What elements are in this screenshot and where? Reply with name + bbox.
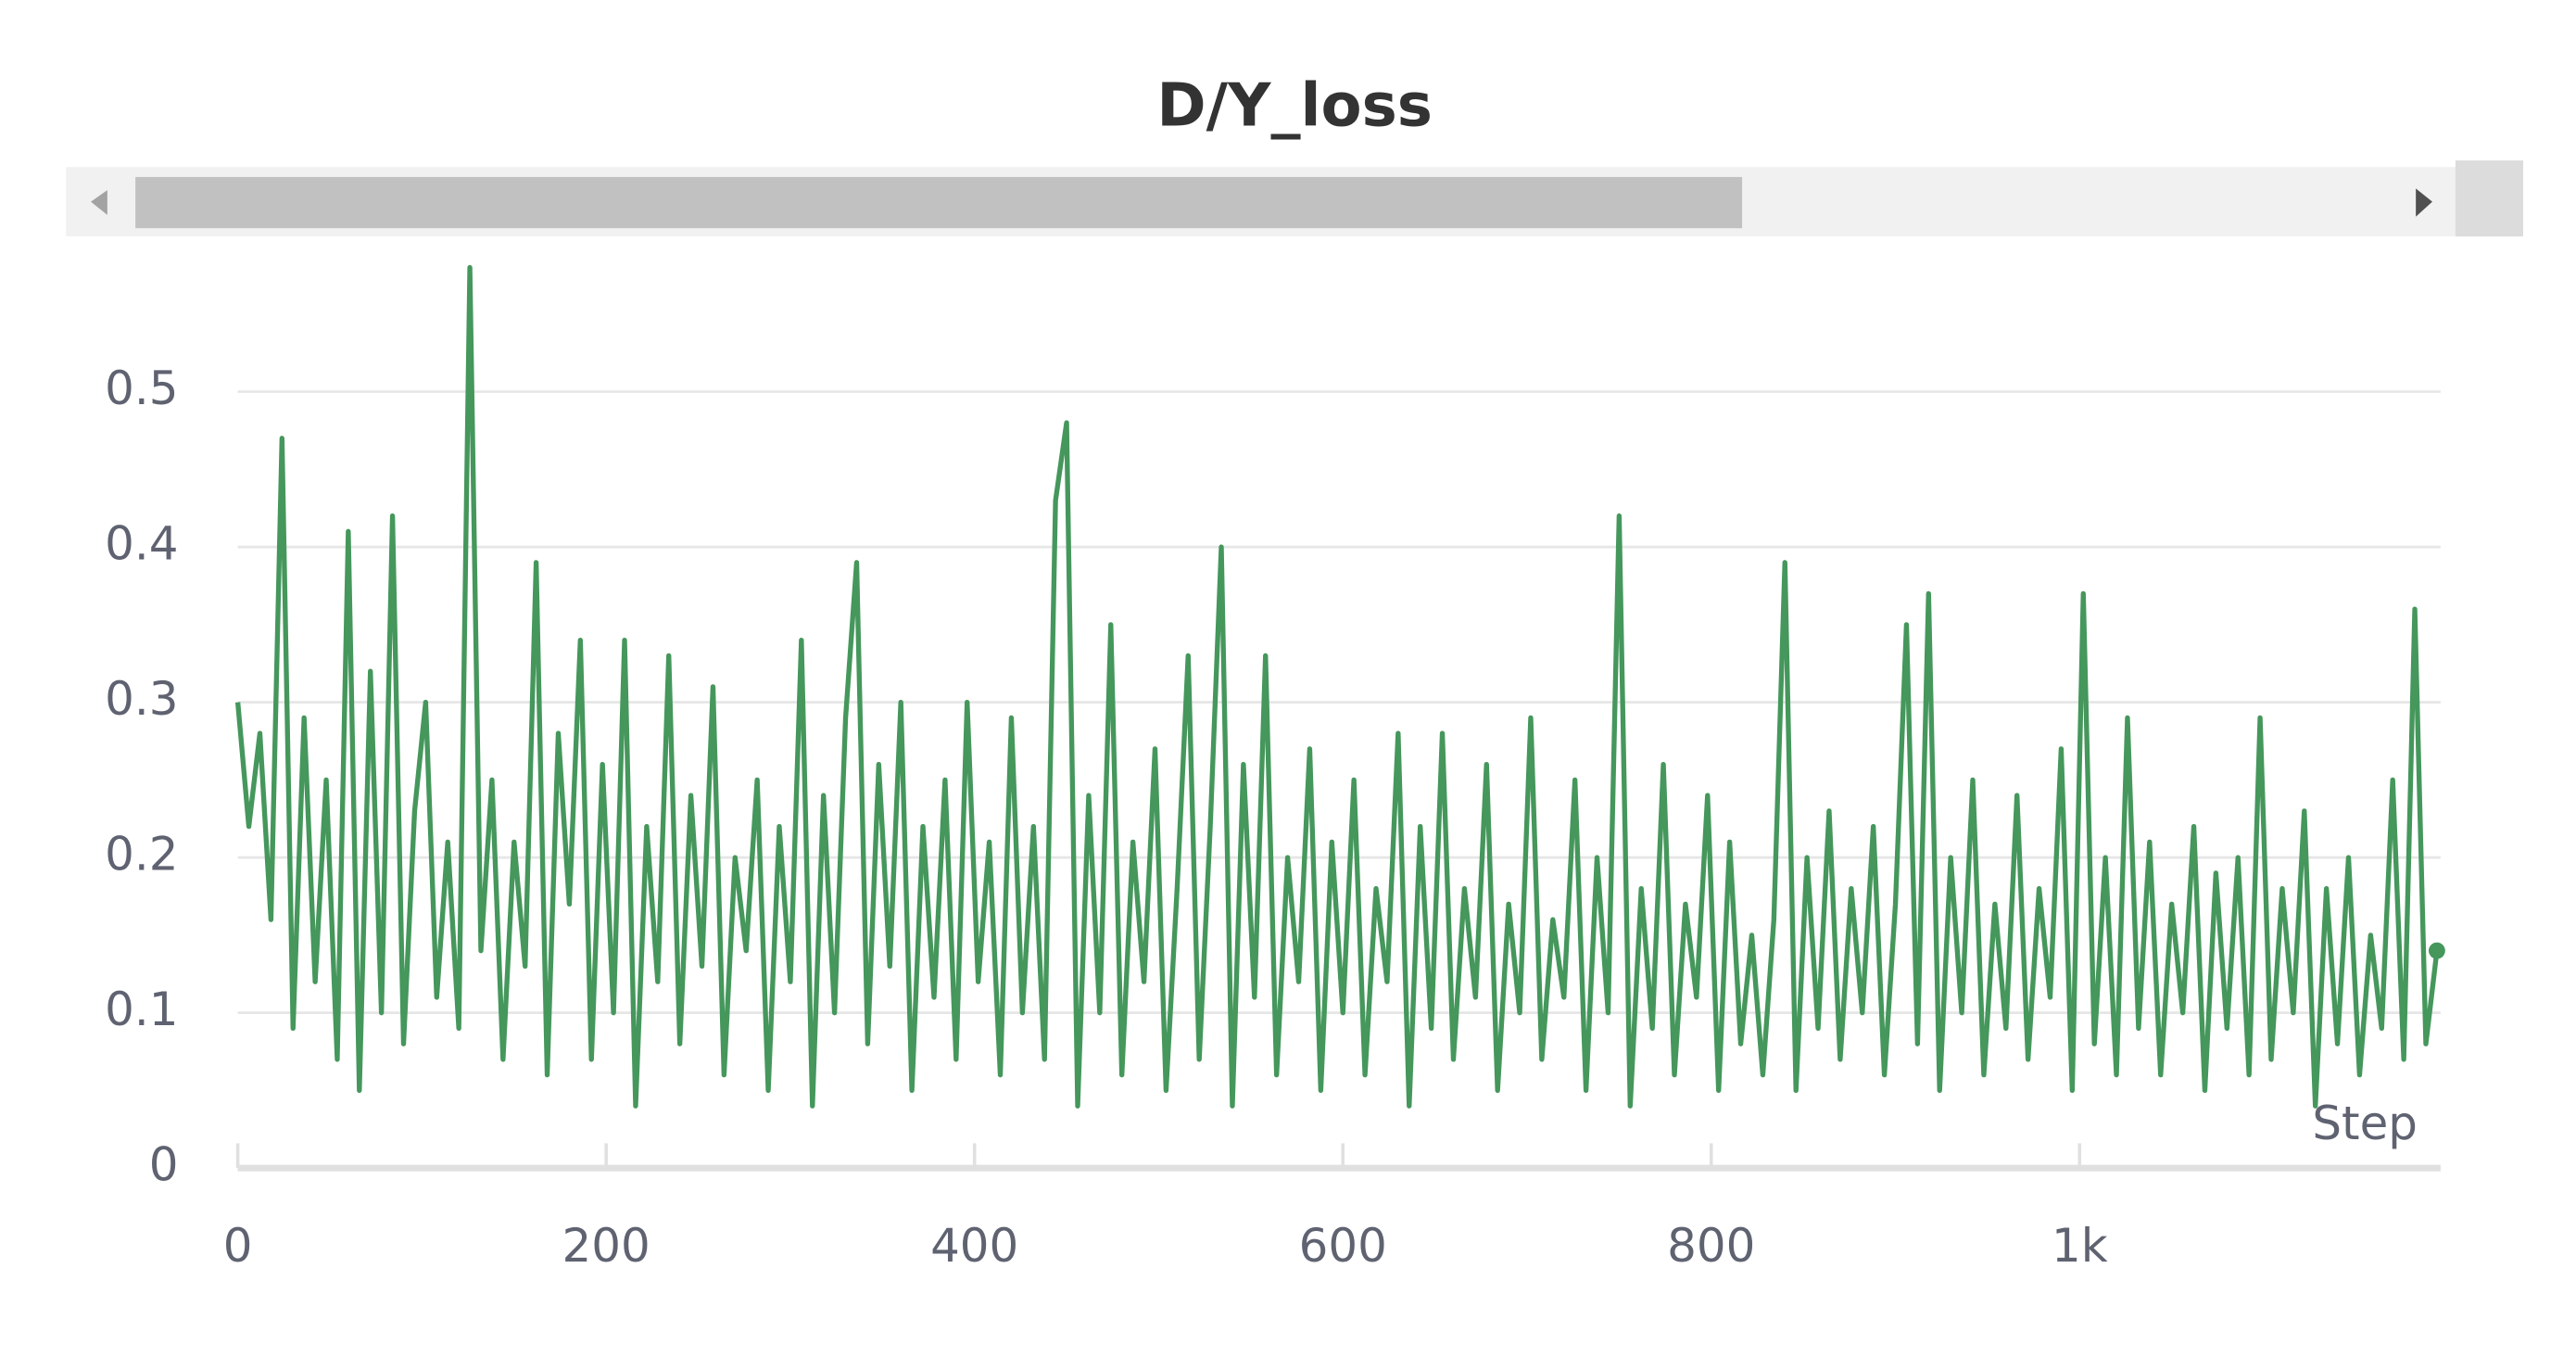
x-axis-label: Step [2312,1097,2418,1150]
y-tick-label: 0.2 [105,828,178,881]
x-tick-label: 800 [1667,1219,1755,1273]
end-point [2428,942,2445,959]
y-tick-label: 0.4 [105,517,178,571]
chart-title: D/Y_loss [1156,70,1433,140]
y-tick-label: 0.3 [105,672,178,726]
scroll-right-arrow[interactable] [2416,188,2432,217]
x-tick-label: 600 [1299,1219,1387,1273]
x-tick-label: 1k [2052,1219,2108,1273]
x-tick-label: 200 [562,1219,650,1273]
scroll-thumb[interactable] [135,176,1743,229]
y-tick-label: 0.1 [105,983,178,1036]
y-tick-label: 0 [149,1138,179,1192]
scrollbar[interactable] [66,160,2523,237]
scroll-left-arrow[interactable] [91,190,107,215]
y-tick-label: 0.5 [105,361,178,415]
data-line [234,264,2440,1109]
x-tick-label: 0 [223,1219,253,1273]
x-tick-label: 400 [930,1219,1018,1273]
scroll-corner [2455,160,2523,237]
